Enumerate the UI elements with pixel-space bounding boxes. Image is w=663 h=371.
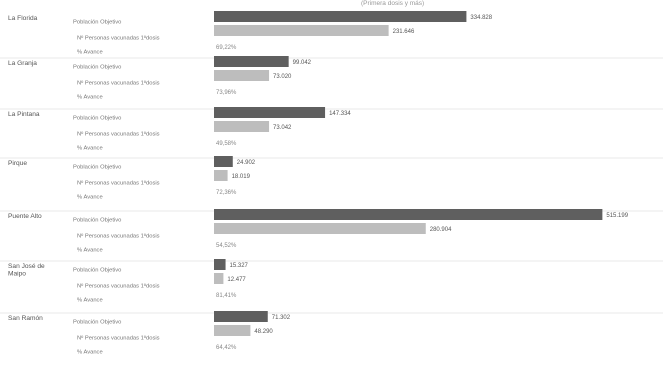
measure-label: Nº Personas vacunadas 1ºdosis <box>77 35 160 42</box>
value-label-vacunados: 18.019 <box>232 174 251 180</box>
comuna-label: La Granja <box>8 60 37 67</box>
avance-label: 73,96% <box>216 90 237 96</box>
bar-poblacion-objetivo <box>214 56 289 67</box>
value-label-vacunados: 231.646 <box>393 29 415 35</box>
bar-poblacion-objetivo <box>214 107 326 118</box>
measure-label: Población Objetivo <box>73 20 121 26</box>
value-label-poblacion: 15.327 <box>230 263 249 269</box>
bar-poblacion-objetivo <box>214 209 603 220</box>
value-label-poblacion: 147.334 <box>329 111 351 117</box>
measure-label: Población Objetivo <box>73 165 121 171</box>
bar-vacunados-1a-dosis <box>214 273 224 284</box>
bar-vacunados-1a-dosis <box>214 170 228 181</box>
comuna-label: Maipo <box>8 271 26 278</box>
value-label-vacunados: 280.904 <box>430 227 452 233</box>
measure-label: Nº Personas vacunadas 1ºdosis <box>77 131 160 138</box>
bar-poblacion-objetivo <box>214 156 233 167</box>
measure-label: % Avance <box>77 298 103 304</box>
value-label-poblacion: 99.042 <box>293 60 312 66</box>
comuna-label: Pirque <box>8 160 27 167</box>
avance-label: 72,36% <box>216 190 237 196</box>
measure-label: Población Objetivo <box>73 268 121 274</box>
measure-label: Población Objetivo <box>73 116 121 122</box>
chart-header-fragment: (Primera dosis y más) <box>361 0 424 7</box>
value-label-poblacion: 334.828 <box>470 15 492 21</box>
value-label-vacunados: 73.042 <box>273 125 292 131</box>
comuna-label: Puente Alto <box>8 213 42 220</box>
bar-vacunados-1a-dosis <box>214 223 426 234</box>
comuna-label: San José de <box>8 263 45 270</box>
measure-label: % Avance <box>77 350 103 356</box>
measure-label: % Avance <box>77 195 103 201</box>
measure-label: % Avance <box>77 95 103 101</box>
value-label-poblacion: 24.902 <box>237 160 256 166</box>
measure-label: Población Objetivo <box>73 320 121 326</box>
bar-vacunados-1a-dosis <box>214 325 251 336</box>
value-label-vacunados: 12.477 <box>227 277 246 283</box>
measure-label: Nº Personas vacunadas 1ºdosis <box>77 283 160 290</box>
comuna-label: La Pintana <box>8 111 40 118</box>
measure-label: Nº Personas vacunadas 1ºdosis <box>77 335 160 342</box>
bar-poblacion-objetivo <box>214 11 467 22</box>
comuna-label: San Ramón <box>8 315 43 322</box>
avance-label: 81,41% <box>216 293 237 299</box>
measure-label: % Avance <box>77 248 103 254</box>
bar-vacunados-1a-dosis <box>214 121 270 132</box>
measure-label: % Avance <box>77 146 103 152</box>
avance-label: 64,42% <box>216 345 237 351</box>
measure-label: Nº Personas vacunadas 1ºdosis <box>77 233 160 240</box>
avance-label: 54,52% <box>216 243 237 249</box>
comuna-label: La Florida <box>8 15 38 22</box>
bar-poblacion-objetivo <box>214 311 268 322</box>
measure-label: Nº Personas vacunadas 1ºdosis <box>77 180 160 187</box>
measure-label: Nº Personas vacunadas 1ºdosis <box>77 80 160 87</box>
value-label-poblacion: 515.199 <box>606 213 628 219</box>
bar-poblacion-objetivo <box>214 259 226 270</box>
measure-label: Población Objetivo <box>73 218 121 224</box>
value-label-poblacion: 71.302 <box>272 315 291 321</box>
bar-vacunados-1a-dosis <box>214 25 389 36</box>
value-label-vacunados: 73.020 <box>273 74 292 80</box>
bar-vacunados-1a-dosis <box>214 70 270 81</box>
measure-label: Población Objetivo <box>73 65 121 71</box>
measure-label: % Avance <box>77 50 103 56</box>
value-label-vacunados: 48.290 <box>254 329 273 335</box>
avance-label: 69,22% <box>216 45 237 51</box>
avance-label: 49,58% <box>216 141 237 147</box>
